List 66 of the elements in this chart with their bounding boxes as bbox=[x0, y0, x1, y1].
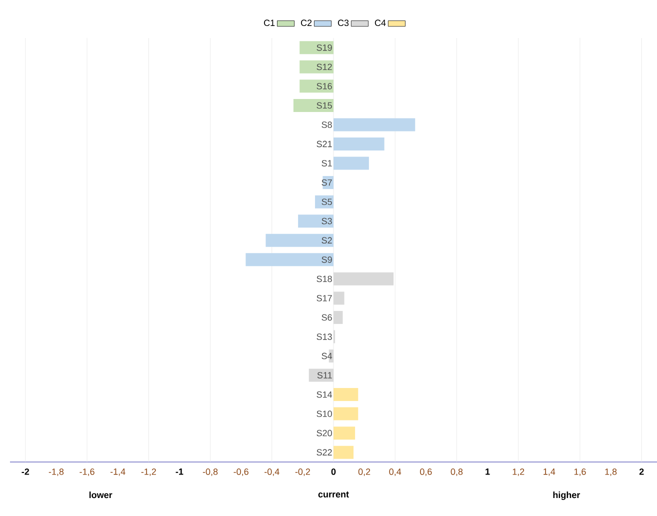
bar bbox=[322, 176, 334, 190]
x-tick-label: 1,8 bbox=[605, 468, 617, 476]
x-tick-label: -1,6 bbox=[80, 468, 94, 476]
bar bbox=[334, 138, 384, 150]
x-tick-label: 0,4 bbox=[389, 468, 402, 476]
bar bbox=[246, 253, 334, 266]
x-tick-label: -0,6 bbox=[234, 468, 248, 476]
x-tick-label: 1 bbox=[486, 468, 490, 475]
y-tick-label: S22 bbox=[316, 449, 332, 456]
y-tick-label: S19 bbox=[316, 44, 332, 51]
x-tick-label: 0,2 bbox=[358, 468, 370, 476]
y-tick-label: S3 bbox=[322, 218, 332, 224]
y-tick-label: S2 bbox=[322, 237, 332, 244]
bar bbox=[266, 234, 334, 247]
legend-label: C3 bbox=[338, 20, 349, 26]
bar bbox=[300, 41, 334, 54]
text: lower bbox=[89, 492, 112, 498]
y-tick-label: S5 bbox=[322, 198, 332, 206]
y-tick-label: S17 bbox=[316, 294, 332, 302]
bar bbox=[293, 98, 334, 112]
x-tick-label: -1 bbox=[176, 468, 184, 475]
y-tick-label: S7 bbox=[322, 179, 332, 186]
text: higher bbox=[553, 492, 580, 500]
legend-label: C4 bbox=[374, 20, 386, 26]
y-tick-label: S18 bbox=[316, 276, 332, 282]
x-tick-label: 1,6 bbox=[574, 468, 586, 476]
x-tick-label: -2 bbox=[22, 468, 30, 475]
bar bbox=[334, 446, 354, 459]
bar bbox=[298, 214, 334, 228]
y-tick-label: S9 bbox=[322, 256, 332, 263]
bar bbox=[334, 118, 416, 132]
y-tick-label: S10 bbox=[316, 410, 332, 418]
y-tick-label: S8 bbox=[322, 122, 332, 128]
y-tick-label: S16 bbox=[316, 82, 332, 90]
y-tick-label: S14 bbox=[316, 391, 332, 398]
x-tick-label: 0 bbox=[331, 468, 336, 475]
x-tick-label: -1,4 bbox=[110, 468, 126, 476]
x-tick-label: 2 bbox=[639, 468, 644, 475]
bar bbox=[334, 426, 356, 440]
bar bbox=[334, 388, 358, 402]
x-tick-label: 1,2 bbox=[512, 468, 524, 476]
x-tick-label: 1,4 bbox=[544, 468, 556, 476]
bar bbox=[300, 80, 334, 93]
bar bbox=[334, 407, 358, 420]
y-tick-label: S12 bbox=[316, 64, 332, 70]
y-tick-label: S20 bbox=[316, 430, 332, 436]
y-tick-label: S21 bbox=[316, 140, 332, 148]
y-tick-label: S15 bbox=[316, 102, 332, 109]
y-tick-label: S1 bbox=[322, 160, 332, 166]
x-tick-label: -0,4 bbox=[264, 468, 280, 476]
text: current bbox=[318, 492, 349, 498]
y-tick-label: S6 bbox=[322, 314, 332, 321]
x-tick-label: 0,8 bbox=[450, 468, 463, 476]
bar bbox=[334, 156, 369, 170]
y-tick-label: S4 bbox=[322, 352, 332, 360]
legend-label: C2 bbox=[300, 20, 312, 26]
x-tick-label: -0,2 bbox=[295, 468, 310, 476]
x-tick-label: -1,2 bbox=[141, 468, 156, 476]
x-tick-label: 0,6 bbox=[420, 468, 432, 476]
legend-label: C1 bbox=[264, 20, 275, 26]
y-tick-label: S11 bbox=[317, 372, 332, 378]
x-tick-label: -0,8 bbox=[202, 468, 218, 476]
bar bbox=[315, 195, 334, 208]
bar bbox=[300, 60, 334, 74]
y-tick-label: S13 bbox=[316, 334, 332, 340]
x-tick-label: -1,8 bbox=[48, 468, 64, 476]
